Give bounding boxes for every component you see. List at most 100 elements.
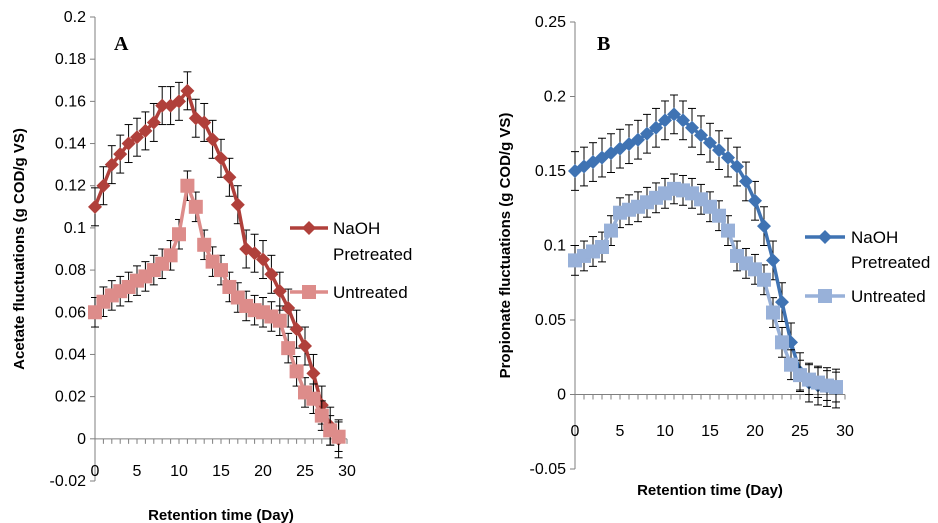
data-point-square [775,335,789,350]
legend-entry: NaOH Pretreated [805,228,930,272]
y-tick-label: 0.1 [544,238,566,255]
data-point-diamond [730,159,744,174]
data-point-diamond [172,94,186,109]
data-point-square [188,199,203,214]
data-point-diamond [146,115,161,130]
x-tick-label: 20 [254,463,272,480]
y-tick-label: 0.25 [535,14,566,31]
data-point-square [88,305,102,320]
x-axis-title: Retention time (Day) [637,482,783,499]
x-tick-label: 25 [791,423,809,440]
y-tick-label: 0.05 [535,312,566,329]
data-point-square [197,237,212,252]
legend-label: Pretreated [851,253,930,272]
x-tick-label: 20 [746,423,764,440]
y-tick-label: 0.08 [55,262,86,279]
legend-entry: NaOH Pretreated [290,219,412,264]
data-point-diamond [721,150,735,165]
data-point-diamond [256,252,270,267]
data-point-diamond [272,284,287,299]
data-point-diamond [298,339,312,354]
legend-label: NaOH [851,228,898,247]
legend-entry: Untreated [805,287,926,306]
data-point-square [222,279,237,294]
data-point-square [289,364,304,379]
data-point-diamond [306,366,321,381]
panel-label: B [597,33,610,55]
data-point-diamond [739,174,753,189]
y-tick-label: 0 [557,387,566,404]
legend-marker-square [818,289,832,303]
data-point-square [829,380,843,395]
data-point-diamond [180,83,195,98]
legend-marker-diamond [302,221,316,235]
data-point-square [306,391,321,406]
x-tick-label: 15 [701,423,719,440]
data-point-square [272,313,287,328]
data-point-diamond [289,322,304,337]
data-point-diamond [676,113,690,128]
legend-label: Pretreated [333,245,412,264]
y-tick-label: -0.02 [50,473,87,490]
series-naoh-pretreated [568,94,843,409]
data-point-diamond [197,115,212,130]
y-tick-label: 0.02 [55,389,86,406]
x-tick-label: 30 [338,463,356,480]
data-point-diamond [658,113,672,128]
x-tick-label: 15 [212,463,230,480]
y-tick-label: 0.04 [55,346,86,363]
x-tick-label: 0 [571,423,580,440]
data-point-square [766,305,780,320]
panel-label: A [114,33,129,55]
data-point-square [757,272,771,287]
data-point-diamond [694,128,708,143]
data-point-diamond [96,178,111,193]
data-point-diamond [757,219,771,234]
data-point-diamond [155,98,170,113]
y-tick-label: 0 [77,431,86,448]
data-point-square [180,178,195,193]
data-point-diamond [703,135,717,150]
data-point-square [331,429,346,444]
data-point-square [595,239,609,254]
data-point-diamond [631,132,645,147]
y-tick-label: 0.18 [55,51,86,68]
data-point-diamond [121,136,136,151]
y-tick-label: 0.1 [64,220,86,237]
legend-marker-square [302,285,316,299]
y-tick-label: 0.12 [55,178,86,195]
data-point-square [314,408,329,423]
data-point-square [281,341,296,356]
y-axis-title: Acetate fluctuations (g COD/g VS) [11,128,28,370]
x-tick-label: 10 [656,423,674,440]
y-tick-label: 0.14 [55,136,86,153]
y-axis-title: Propionate fluctuations (g COD/g VS) [497,113,514,379]
data-point-diamond [766,253,780,268]
data-point-diamond [264,267,279,282]
data-point-diamond [130,130,144,145]
x-tick-label: 5 [616,423,625,440]
data-point-square [163,248,178,263]
series-untreated [568,173,843,403]
data-point-diamond [88,199,102,214]
data-point-diamond [281,301,296,316]
data-point-diamond [214,151,228,166]
data-point-square [721,223,735,238]
x-tick-label: 0 [91,463,100,480]
legend-label: Untreated [333,283,408,302]
x-tick-label: 25 [296,463,314,480]
data-point-square [604,223,618,238]
y-tick-label: 0.06 [55,304,86,321]
data-point-diamond [748,193,762,208]
data-point-square [214,263,228,278]
x-tick-label: 10 [170,463,188,480]
data-point-square [172,227,186,242]
y-tick-label: -0.05 [530,461,567,478]
data-point-square [712,208,726,223]
x-axis-title: Retention time (Day) [148,507,294,523]
data-point-diamond [649,120,663,135]
y-tick-label: 0.15 [535,163,566,180]
data-point-diamond [230,197,245,212]
y-tick-label: 0.2 [64,9,86,26]
